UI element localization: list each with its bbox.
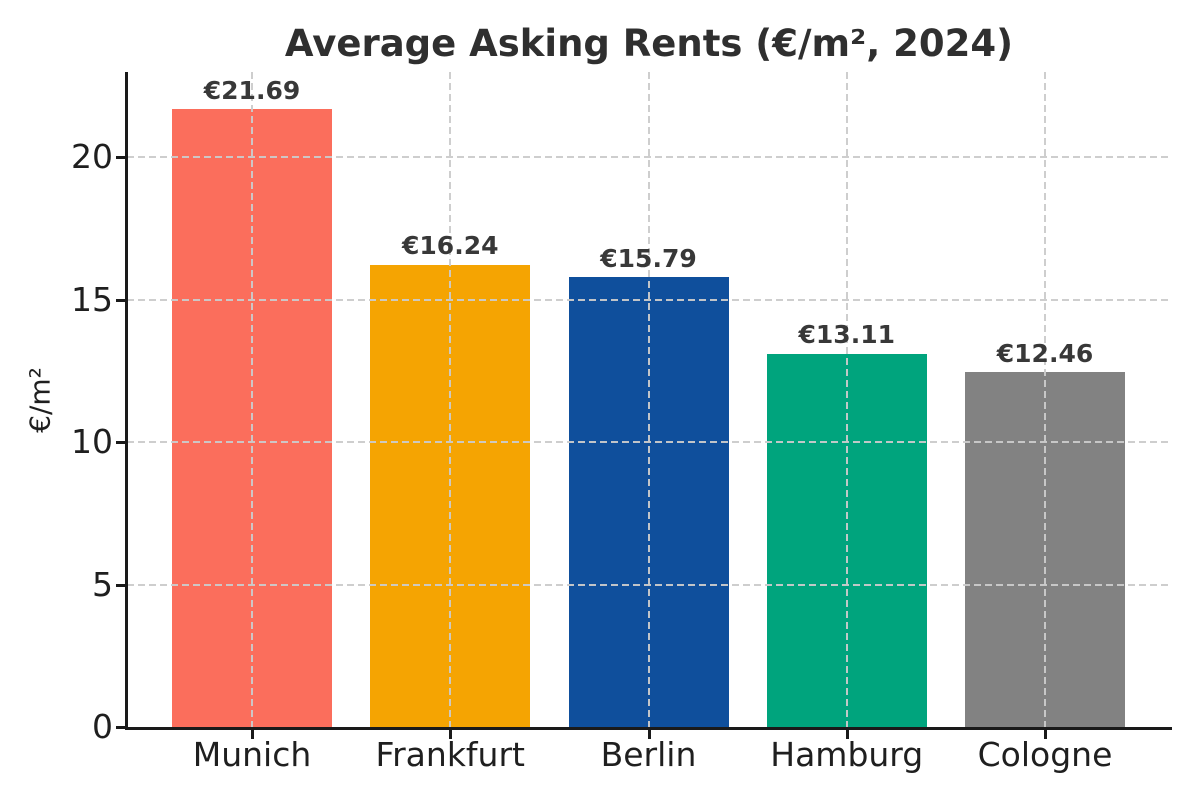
x-tick-mark bbox=[647, 730, 651, 739]
y-tick-label: 20 bbox=[71, 137, 113, 177]
x-tick-label: Cologne bbox=[977, 735, 1113, 774]
x-tick-mark bbox=[845, 730, 849, 739]
x-tick-mark bbox=[1044, 730, 1047, 739]
gridline-vertical bbox=[647, 72, 650, 727]
y-tick-mark bbox=[116, 156, 125, 160]
x-axis-spine bbox=[125, 727, 1172, 730]
x-tick-label: Hamburg bbox=[770, 735, 924, 774]
y-tick-label: 5 bbox=[92, 564, 113, 604]
y-tick-label: 0 bbox=[92, 707, 113, 746]
x-tick-label: Frankfurt bbox=[375, 735, 525, 774]
bar-value-label: €15.79 bbox=[600, 244, 697, 274]
gridline-vertical bbox=[1044, 72, 1046, 727]
y-tick-label: 10 bbox=[71, 422, 113, 462]
bar-value-label: €12.46 bbox=[996, 338, 1094, 368]
y-tick-mark bbox=[116, 441, 125, 445]
y-tick-mark bbox=[116, 726, 125, 729]
x-tick-label: Berlin bbox=[600, 735, 697, 774]
bar-value-label: €21.69 bbox=[203, 76, 301, 106]
y-tick-mark bbox=[116, 583, 125, 587]
bar-value-label: €13.11 bbox=[798, 320, 895, 350]
bar-value-label: €16.24 bbox=[402, 231, 499, 261]
y-axis-spine bbox=[125, 72, 128, 730]
y-axis-label: €/m² bbox=[23, 367, 57, 433]
gridline-vertical bbox=[251, 72, 253, 727]
x-tick-label: Munich bbox=[192, 735, 312, 774]
x-tick-mark bbox=[251, 730, 254, 739]
gridline-vertical bbox=[845, 72, 848, 727]
y-tick-mark bbox=[116, 298, 125, 302]
y-tick-label: 15 bbox=[71, 279, 113, 319]
x-tick-mark bbox=[449, 730, 453, 739]
gridline-vertical bbox=[449, 72, 452, 727]
plot-area: €21.69 €16.24 €15.79 €13.11 €12.46 bbox=[127, 72, 1170, 727]
chart-title: Average Asking Rents (€/m², 2024) bbox=[284, 22, 1014, 65]
